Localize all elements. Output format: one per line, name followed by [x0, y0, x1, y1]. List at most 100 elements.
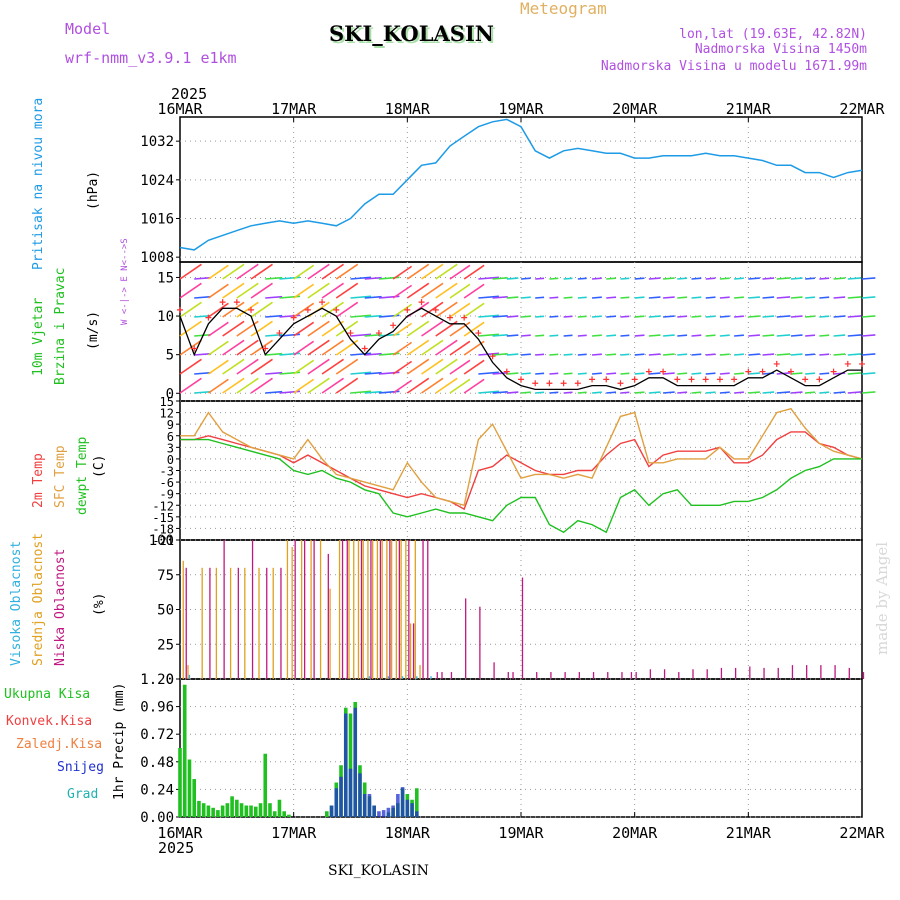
y-tick-label: 1.20	[140, 672, 174, 688]
wind-barb	[321, 358, 344, 375]
wind-barb	[591, 296, 602, 299]
precip-bar-0	[244, 805, 249, 817]
wind-barb	[350, 314, 372, 318]
wind-barb	[634, 372, 645, 375]
precip-bar-0	[178, 748, 182, 817]
wind-barb	[194, 276, 212, 280]
wind-barb	[179, 301, 202, 318]
wind-ylabel-1: 10m Vjetar	[31, 298, 46, 376]
wind-barb	[648, 391, 661, 394]
wind-barb	[492, 371, 508, 375]
wind-barb	[207, 321, 229, 337]
wind-barb	[293, 302, 315, 318]
wind-barb	[805, 315, 815, 318]
model-name: wrf-nmm_v3.9.1 e1km	[65, 49, 237, 67]
wind-barb	[691, 277, 702, 280]
wind-ylabel-2: Brzina i Pravac	[53, 268, 68, 385]
wind-barb	[506, 296, 519, 299]
wind-barb	[463, 302, 485, 318]
wind-barb	[250, 377, 273, 394]
temp-unit: (C)	[92, 455, 107, 478]
wind-barb	[307, 263, 330, 280]
wind-gust-marker	[589, 376, 596, 383]
wind-barb	[520, 391, 531, 394]
y-tick-label: 0.96	[140, 700, 174, 716]
wind-barb	[563, 391, 573, 394]
wind-barb	[478, 352, 499, 356]
wind-barb	[463, 283, 485, 299]
wind-barb	[478, 314, 499, 318]
wind-barb	[250, 320, 273, 337]
y-tick-label: 0.00	[140, 810, 174, 826]
wind-barb	[236, 282, 259, 299]
wind-gust-marker	[503, 368, 510, 375]
wind-barb	[222, 377, 245, 394]
precip-bar-0	[235, 799, 239, 817]
wind-barb	[350, 333, 372, 337]
wind-barb	[677, 353, 688, 356]
precip-bar-0	[263, 753, 268, 817]
temp-line-2	[180, 438, 862, 534]
wind-barb	[435, 377, 458, 394]
wind-gust-marker	[518, 376, 524, 383]
wind-barb	[321, 282, 344, 299]
wind-barb	[435, 301, 458, 318]
wind-barb	[449, 378, 471, 394]
wind-barb	[307, 320, 330, 337]
wind-barb	[535, 315, 545, 318]
wind-barb	[194, 295, 212, 299]
wind-barb	[335, 377, 359, 394]
wind-barb	[449, 283, 471, 299]
wind-barb	[293, 378, 315, 394]
wind-barb	[719, 353, 730, 356]
wind-barb	[207, 264, 229, 280]
wind-barb	[406, 263, 430, 280]
wind-barb	[620, 296, 630, 299]
wind-barb	[236, 358, 259, 375]
wind-barb	[392, 379, 413, 394]
wind-barb	[506, 391, 519, 394]
wind-barb	[236, 320, 259, 337]
wind-barb	[734, 372, 744, 375]
cloud-ylabel-2: Srednja Oblacnost	[31, 533, 46, 666]
y-tick-label: 1032	[140, 134, 174, 150]
year-bottom: 2025	[158, 839, 194, 857]
wind-barb	[350, 371, 372, 375]
wind-barb	[563, 372, 573, 375]
day-label-bottom: 21MAR	[726, 824, 772, 842]
wind-barb	[250, 358, 273, 375]
precip-bar-0	[253, 806, 258, 817]
wind-barb	[847, 296, 862, 299]
wind-gust-marker	[404, 306, 411, 313]
precip-bar-0	[348, 713, 353, 817]
wind-barb	[335, 358, 359, 375]
precip-bar-1	[377, 811, 381, 817]
wind-barb	[847, 353, 862, 356]
wind-barb	[179, 339, 202, 356]
temp-line-0	[180, 431, 863, 511]
pressure-ylabel: Pritisak na nivou mora	[31, 98, 46, 270]
wind-barb	[350, 295, 372, 299]
wind-barb	[748, 296, 760, 299]
wind-barb	[861, 277, 876, 280]
wind-barb	[179, 320, 202, 337]
precip-bar-0	[187, 759, 192, 817]
wind-barb	[421, 320, 444, 337]
wind-gust-marker	[574, 380, 581, 387]
precip-bar-0	[206, 805, 211, 817]
wind-gust-marker	[702, 376, 709, 383]
wind-barb	[663, 372, 675, 375]
model-label: Model	[65, 20, 110, 38]
precip-bar-1	[396, 794, 400, 817]
precip-bar-1	[372, 805, 376, 817]
wind-barb	[762, 334, 775, 337]
precip-bar-0	[249, 805, 253, 817]
wind-barb	[506, 315, 519, 318]
wind-barb	[705, 391, 716, 394]
wind-barb	[293, 321, 315, 337]
wind-barb	[861, 334, 876, 337]
pressure-unit: (hPa)	[86, 171, 101, 210]
y-tick-label: 0.72	[140, 727, 174, 743]
wind-barb	[549, 277, 559, 280]
station-title: SKI_KOLASIN	[329, 21, 494, 46]
